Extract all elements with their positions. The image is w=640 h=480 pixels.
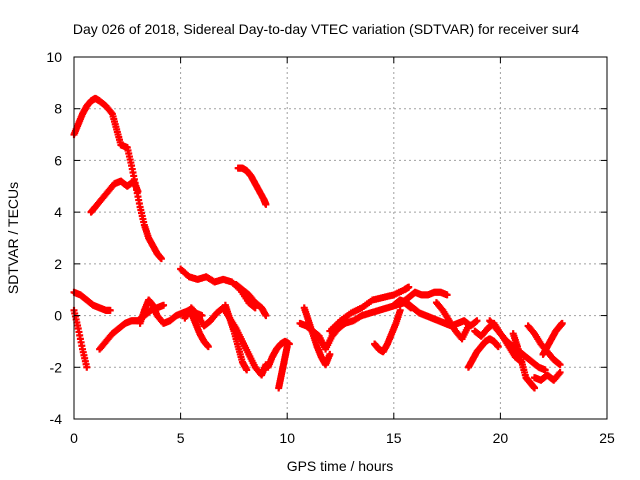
data-point	[326, 350, 334, 358]
series-arc-24	[464, 335, 502, 371]
data-point	[473, 317, 481, 325]
series-arc-14	[275, 343, 291, 392]
chart-title: Day 026 of 2018, Sidereal Day-to-day VTE…	[73, 21, 579, 37]
series-arc-26	[509, 330, 539, 392]
data-point	[541, 366, 549, 374]
x-tick-label: 20	[493, 430, 509, 446]
data-point	[371, 340, 379, 348]
grid	[74, 57, 607, 419]
series-arc-16	[300, 304, 334, 369]
y-tick-label: 0	[54, 308, 62, 324]
series-arc-22	[432, 299, 472, 343]
data-point	[405, 283, 413, 291]
data-point	[160, 301, 168, 309]
x-axis-label: GPS time / hours	[287, 458, 394, 474]
x-tick-label: 25	[599, 430, 615, 446]
series-arc-19	[398, 288, 451, 307]
x-tick-label: 0	[70, 430, 78, 446]
data-point	[262, 200, 270, 208]
data-point	[283, 343, 291, 351]
series-arc-8	[177, 265, 259, 312]
series-arc-5	[70, 306, 91, 371]
x-tick-label: 10	[279, 430, 295, 446]
data-series	[70, 94, 566, 392]
data-point	[243, 366, 251, 374]
series-arc-28	[524, 322, 564, 369]
data-point	[204, 343, 212, 351]
axis-ticks: 0 5 10 15 20 25 -4 -2 0 2 4 6 8 10	[46, 49, 615, 446]
data-point	[443, 291, 451, 299]
series-arc-20	[371, 306, 404, 356]
data-point	[134, 187, 142, 195]
y-tick-label: 10	[46, 49, 62, 65]
series-arc-10	[187, 309, 212, 351]
y-axis-label: SDTVAR / TECUs	[5, 182, 21, 294]
data-point	[556, 368, 564, 376]
data-point	[157, 255, 165, 263]
series-arc-29	[539, 319, 566, 358]
y-tick-label: -4	[50, 411, 63, 427]
series-arc-18	[332, 299, 415, 332]
data-point	[531, 384, 539, 392]
series-arc-3	[234, 164, 270, 208]
x-tick-label: 15	[386, 430, 402, 446]
data-point	[556, 361, 564, 369]
y-tick-label: 2	[54, 256, 62, 272]
y-tick-label: 6	[54, 152, 62, 168]
series-arc-11	[221, 301, 251, 374]
series-arc-1	[70, 94, 165, 263]
series-arc-2	[87, 177, 142, 216]
data-point	[83, 363, 91, 371]
series-arc-7	[136, 296, 206, 327]
series-arc-27	[531, 368, 564, 384]
data-point	[558, 319, 566, 327]
data-point	[464, 322, 472, 330]
plot-frame	[73, 56, 608, 420]
series-arc-12	[232, 281, 270, 320]
data-point	[106, 306, 114, 314]
series-arc-4	[70, 288, 114, 314]
y-tick-label: -2	[50, 359, 63, 375]
y-tick-label: 4	[54, 204, 62, 220]
y-tick-label: 8	[54, 101, 62, 117]
data-point	[262, 312, 270, 320]
data-point	[494, 343, 502, 351]
x-tick-label: 5	[177, 430, 185, 446]
